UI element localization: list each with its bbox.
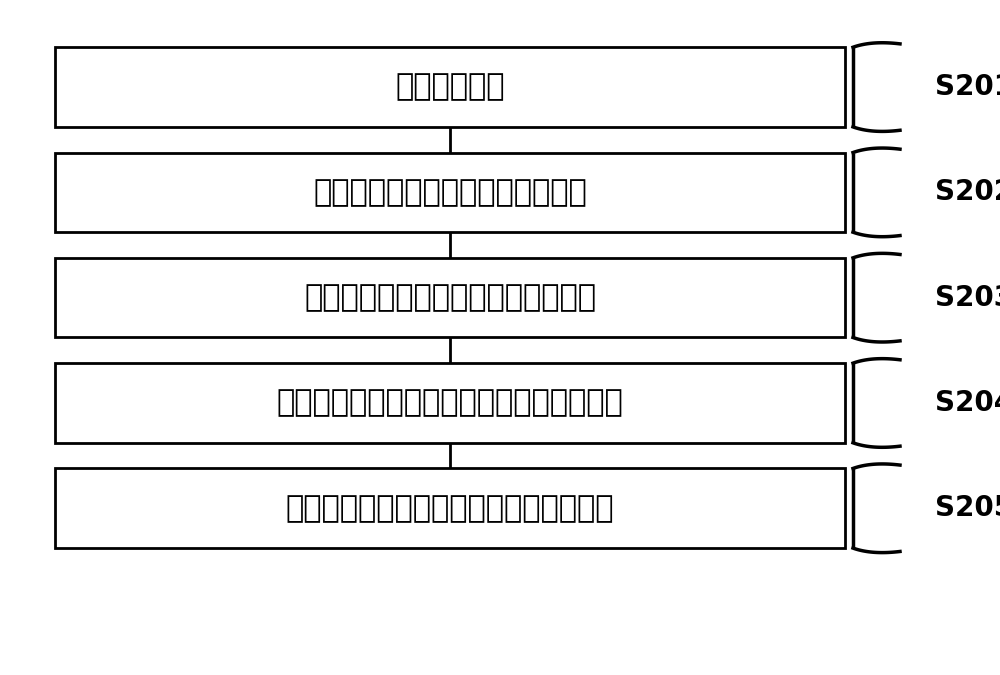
- Text: 在弹性衬底表面制备塑化层和电极: 在弹性衬底表面制备塑化层和电极: [313, 178, 587, 207]
- FancyBboxPatch shape: [55, 363, 845, 443]
- Text: S204: S204: [935, 389, 1000, 417]
- Text: 在缓冲层和敏感薄膜表面形成弹性保护层: 在缓冲层和敏感薄膜表面形成弹性保护层: [286, 494, 614, 522]
- FancyBboxPatch shape: [55, 468, 845, 548]
- Text: 提供弹性衬底: 提供弹性衬底: [395, 73, 505, 101]
- Text: 在电极和弹性衬底表面制备敏感薄膜: 在电极和弹性衬底表面制备敏感薄膜: [304, 284, 596, 312]
- Text: 在敏感薄膜和电极的边界上覆盖应力缓冲层: 在敏感薄膜和电极的边界上覆盖应力缓冲层: [277, 389, 623, 417]
- Text: S201: S201: [935, 73, 1000, 101]
- Text: S203: S203: [935, 284, 1000, 312]
- FancyBboxPatch shape: [55, 47, 845, 127]
- Text: S202: S202: [935, 178, 1000, 207]
- FancyBboxPatch shape: [55, 153, 845, 232]
- Text: S205: S205: [935, 494, 1000, 522]
- FancyBboxPatch shape: [55, 258, 845, 338]
